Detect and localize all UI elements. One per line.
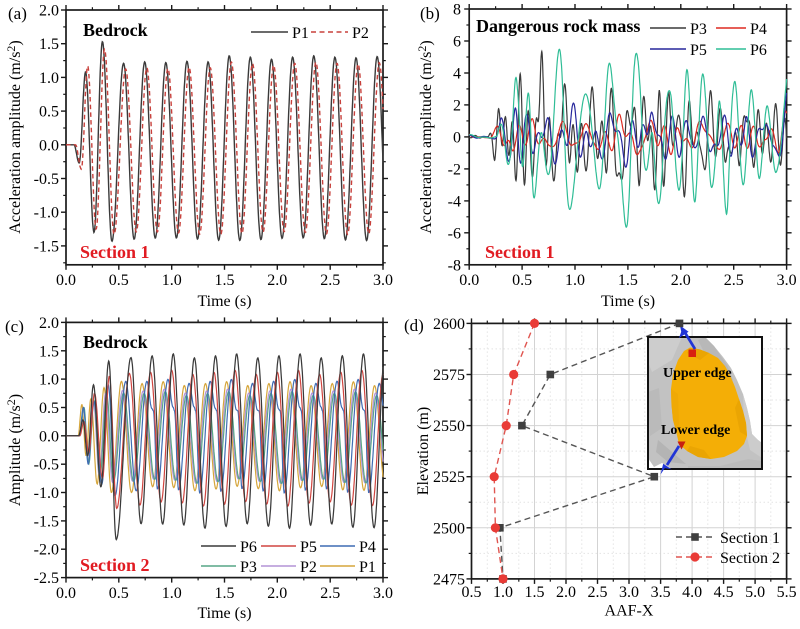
- svg-text:2.0: 2.0: [267, 585, 287, 602]
- svg-text:2500: 2500: [433, 520, 465, 537]
- svg-text:P5: P5: [300, 539, 317, 556]
- svg-text:(c): (c): [5, 317, 24, 336]
- svg-text:1.5: 1.5: [618, 272, 638, 289]
- svg-text:Upper edge: Upper edge: [663, 366, 732, 381]
- svg-text:Acceleration amplitude (m/s2): Acceleration amplitude (m/s2): [4, 40, 24, 233]
- svg-text:1.0: 1.0: [162, 585, 182, 602]
- svg-text:4: 4: [453, 66, 461, 83]
- svg-text:2.0: 2.0: [39, 315, 59, 332]
- svg-text:2550: 2550: [433, 418, 465, 435]
- svg-text:2: 2: [453, 97, 461, 114]
- svg-text:2.5: 2.5: [724, 272, 744, 289]
- svg-text:(d): (d): [404, 316, 424, 335]
- svg-text:0.0: 0.0: [39, 428, 59, 445]
- svg-text:Dangerous rock mass: Dangerous rock mass: [476, 16, 640, 36]
- svg-text:-0.5: -0.5: [34, 457, 59, 474]
- svg-text:1.0: 1.0: [565, 272, 585, 289]
- svg-text:-6: -6: [448, 225, 461, 242]
- svg-text:1.0: 1.0: [493, 584, 513, 601]
- svg-text:Bedrock: Bedrock: [83, 332, 148, 352]
- svg-text:P3: P3: [240, 559, 257, 576]
- svg-text:3.0: 3.0: [619, 584, 639, 601]
- svg-text:-8: -8: [448, 257, 461, 274]
- svg-text:1.5: 1.5: [215, 272, 235, 289]
- svg-text:6: 6: [453, 34, 461, 51]
- svg-text:4.0: 4.0: [682, 584, 702, 601]
- svg-text:5.0: 5.0: [745, 584, 765, 601]
- svg-text:-2.0: -2.0: [34, 542, 59, 559]
- svg-text:P6: P6: [240, 539, 257, 556]
- svg-text:Section 1: Section 1: [80, 242, 150, 262]
- svg-text:1.5: 1.5: [39, 343, 59, 360]
- svg-text:1.5: 1.5: [215, 585, 235, 602]
- svg-text:P4: P4: [750, 21, 767, 38]
- svg-text:2575: 2575: [433, 367, 465, 384]
- svg-text:2.0: 2.0: [671, 272, 691, 289]
- svg-text:0.0: 0.0: [39, 137, 59, 154]
- svg-text:0.5: 0.5: [109, 272, 129, 289]
- svg-text:Lower edge: Lower edge: [661, 423, 730, 438]
- svg-text:0.5: 0.5: [512, 272, 532, 289]
- svg-text:-1.0: -1.0: [34, 205, 59, 222]
- svg-text:Section 2: Section 2: [80, 555, 150, 575]
- svg-text:2.5: 2.5: [320, 272, 340, 289]
- svg-text:0.0: 0.0: [459, 272, 479, 289]
- svg-text:0.5: 0.5: [109, 585, 129, 602]
- svg-text:3.0: 3.0: [373, 272, 393, 289]
- svg-text:AAF-X: AAF-X: [605, 603, 654, 620]
- svg-text:-0.5: -0.5: [34, 171, 59, 188]
- svg-text:P2: P2: [300, 559, 317, 576]
- svg-text:Amplitude (m/s2): Amplitude (m/s2): [4, 394, 24, 506]
- svg-text:P6: P6: [750, 42, 767, 59]
- svg-text:3.5: 3.5: [651, 584, 671, 601]
- svg-text:2.0: 2.0: [556, 584, 576, 601]
- svg-text:-1.5: -1.5: [34, 513, 59, 530]
- svg-text:P2: P2: [352, 25, 369, 42]
- svg-text:0.0: 0.0: [56, 585, 76, 602]
- svg-text:2.0: 2.0: [39, 3, 59, 20]
- svg-text:(b): (b): [420, 4, 440, 23]
- svg-text:Section 1: Section 1: [485, 242, 555, 262]
- svg-text:Time (s): Time (s): [601, 293, 655, 310]
- svg-text:2525: 2525: [433, 469, 465, 486]
- svg-text:1.5: 1.5: [525, 584, 545, 601]
- svg-text:P1: P1: [292, 25, 309, 42]
- svg-text:5.5: 5.5: [777, 584, 797, 601]
- svg-text:0.5: 0.5: [462, 584, 482, 601]
- svg-text:2.5: 2.5: [320, 585, 340, 602]
- svg-text:2.5: 2.5: [588, 584, 608, 601]
- svg-text:Section 1: Section 1: [720, 530, 780, 547]
- svg-text:2475: 2475: [433, 571, 465, 588]
- svg-text:Time (s): Time (s): [197, 293, 251, 310]
- svg-text:1.0: 1.0: [162, 272, 182, 289]
- svg-text:2.0: 2.0: [267, 272, 287, 289]
- svg-text:Elevation (m): Elevation (m): [415, 407, 432, 495]
- svg-text:Section 2: Section 2: [720, 550, 780, 567]
- svg-text:-4: -4: [448, 193, 461, 210]
- svg-text:2600: 2600: [433, 316, 465, 333]
- svg-text:0.0: 0.0: [56, 272, 76, 289]
- svg-text:0.5: 0.5: [39, 400, 59, 417]
- svg-text:-2.5: -2.5: [34, 570, 59, 587]
- svg-text:Bedrock: Bedrock: [83, 20, 148, 40]
- svg-text:-1.0: -1.0: [34, 485, 59, 502]
- svg-text:3.0: 3.0: [777, 272, 797, 289]
- svg-text:1.5: 1.5: [39, 36, 59, 53]
- svg-text:8: 8: [453, 2, 461, 19]
- svg-text:4.5: 4.5: [714, 584, 734, 601]
- svg-text:-2: -2: [448, 161, 461, 178]
- svg-text:P5: P5: [690, 42, 707, 59]
- svg-text:1.0: 1.0: [39, 70, 59, 87]
- svg-text:0.5: 0.5: [39, 104, 59, 121]
- svg-text:1.0: 1.0: [39, 372, 59, 389]
- svg-text:0: 0: [453, 129, 461, 146]
- svg-text:-1.5: -1.5: [34, 238, 59, 255]
- svg-text:(a): (a): [8, 4, 27, 23]
- svg-text:P1: P1: [359, 559, 376, 576]
- svg-text:3.0: 3.0: [373, 585, 393, 602]
- svg-text:P3: P3: [690, 21, 707, 38]
- svg-text:Acceleration amplitude (m/s2): Acceleration amplitude (m/s2): [415, 40, 435, 233]
- svg-text:Time (s): Time (s): [197, 605, 251, 622]
- svg-text:P4: P4: [359, 539, 376, 556]
